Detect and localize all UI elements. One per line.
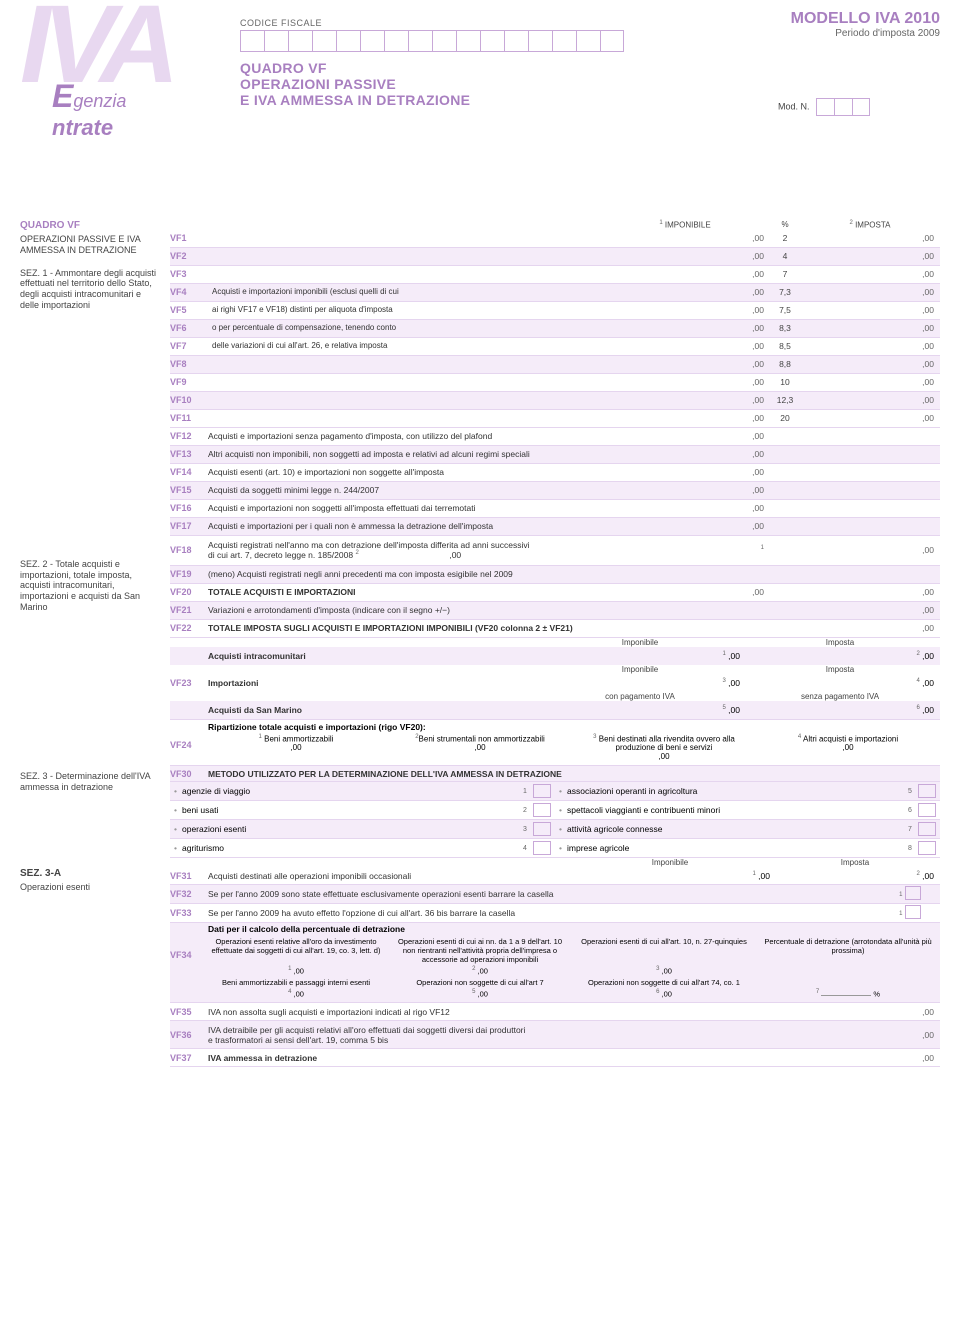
row-vf13: VF13 Altri acquisti non imponibili, non … — [170, 446, 940, 464]
row-vf14: VF14 Acquisti esenti (art. 10) e importa… — [170, 464, 940, 482]
tax-form-page: MODELLO IVA 2010 Periodo d'imposta 2009 … — [0, 0, 960, 1077]
row-vf1: VF1 ,00 2 ,00 — [170, 230, 940, 248]
cf-grid[interactable] — [240, 30, 624, 52]
hdr-imponibile: IMPONIBILE — [665, 221, 711, 230]
vf30-checkbox[interactable] — [533, 841, 551, 855]
vf-rows: VF1 ,00 2 ,00 VF2 ,00 4 ,00 VF3 ,00 7 ,0… — [170, 230, 940, 428]
quadro-title: QUADRO VF — [240, 60, 470, 76]
vf30-checkbox[interactable] — [533, 784, 551, 798]
vf30-item: •operazioni esenti3 — [170, 820, 555, 839]
row-vf9: VF9 ,00 10 ,00 — [170, 374, 940, 392]
vf30-item: •agenzie di viaggio1 — [170, 782, 555, 801]
vf30-grid: •agenzie di viaggio1•associazioni operan… — [170, 782, 940, 858]
vf30-checkbox[interactable] — [918, 841, 936, 855]
vf30-item: •attività agricole connesse7 — [555, 820, 940, 839]
row-vf35: VF35 IVA non assolta sugli acquisti e im… — [170, 1003, 940, 1021]
row-vf15: VF15 Acquisti da soggetti minimi legge n… — [170, 482, 940, 500]
modello-title: MODELLO IVA 2010 — [791, 10, 940, 28]
row-vf37: VF37 IVA ammessa in detrazione ,00 — [170, 1049, 940, 1067]
row-vf12: VF12 Acquisti e importazioni senza pagam… — [170, 428, 940, 446]
quadro-title-block: QUADRO VF OPERAZIONI PASSIVE E IVA AMMES… — [240, 60, 470, 108]
hdr-pct: % — [770, 220, 800, 230]
row-vf20: VF20 TOTALE ACQUISTI E IMPORTAZIONI ,00 … — [170, 584, 940, 602]
row-vf5: VF5 ai righi VF17 e VF18) distinti per a… — [170, 302, 940, 320]
row-vf30: VF30 METODO UTILIZZATO PER LA DETERMINAZ… — [170, 766, 940, 782]
col-header-row: 1 IMPONIBILE % 2 IMPOSTA — [170, 220, 940, 230]
row-vf32: VF32 Se per l'anno 2009 sono state effet… — [170, 885, 940, 904]
vf30-item: •associazioni operanti in agricoltura5 — [555, 782, 940, 801]
sb-s1b: SEZ. 1 - Ammontare degli acquisti effett… — [20, 268, 162, 311]
sb-s2: SEZ. 2 - Totale acquisti e importazioni,… — [20, 559, 162, 613]
mod-n-block: Mod. N. — [778, 98, 870, 116]
row-vf2: VF2 ,00 4 ,00 — [170, 248, 940, 266]
vf33-checkbox[interactable] — [905, 905, 921, 919]
content: QUADRO VF OPERAZIONI PASSIVE E IVA AMMES… — [20, 220, 940, 1067]
modn-grid[interactable] — [816, 98, 870, 116]
row-vf10: VF10 ,00 12,3 ,00 — [170, 392, 940, 410]
vf30-item: •spettacoli viaggianti e contribuenti mi… — [555, 801, 940, 820]
vf32-checkbox[interactable] — [905, 886, 921, 900]
quadro-sub2: E IVA AMMESSA IN DETRAZIONE — [240, 92, 470, 108]
vf30-checkbox[interactable] — [533, 803, 551, 817]
row-vf6: VF6 o per percentuale di compensazione, … — [170, 320, 940, 338]
main: 1 IMPONIBILE % 2 IMPOSTA VF1 ,00 2 ,00 V… — [170, 220, 940, 1067]
vf30-item: •beni usati2 — [170, 801, 555, 820]
agenzia-logo: Egenzia ntrate — [52, 78, 126, 141]
row-vf33: VF33 Se per l'anno 2009 ha avuto effetto… — [170, 904, 940, 923]
row-vf24: Ripartizione totale acquisti e importazi… — [170, 720, 940, 767]
vf30-item: •imprese agricole8 — [555, 839, 940, 858]
sb-s3a-sub: Operazioni esenti — [20, 882, 162, 893]
row-vf19: VF19 (meno) Acquisti registrati negli an… — [170, 566, 940, 584]
modello-subtitle: Periodo d'imposta 2009 — [791, 28, 940, 39]
vf30-checkbox[interactable] — [533, 822, 551, 836]
quadro-sub1: OPERAZIONI PASSIVE — [240, 76, 470, 92]
cf-label: CODICE FISCALE — [240, 18, 624, 28]
row-vf23: Imponibile Imposta Acquisti intracomunit… — [170, 638, 940, 720]
row-vf4: VF4 Acquisti e importazioni imponibili (… — [170, 284, 940, 302]
sb-s3: SEZ. 3 - Determinazione dell'IVA ammessa… — [20, 771, 162, 793]
hdr-imposta: IMPOSTA — [855, 221, 890, 230]
vf30-checkbox[interactable] — [918, 822, 936, 836]
codice-fiscale-block: CODICE FISCALE — [240, 18, 624, 52]
row-vf18: VF18 Acquisti registrati nell'anno ma co… — [170, 536, 940, 566]
vf30-checkbox[interactable] — [918, 803, 936, 817]
row-vf22: VF22 TOTALE IMPOSTA SUGLI ACQUISTI E IMP… — [170, 620, 940, 638]
row-vf11: VF11 ,00 20 ,00 — [170, 410, 940, 428]
sb-s1-title: QUADRO VF — [20, 220, 162, 232]
row-vf34: Dati per il calcolo della percentuale di… — [170, 923, 940, 1003]
row-vf7: VF7 delle variazioni di cui all'art. 26,… — [170, 338, 940, 356]
sidebar: QUADRO VF OPERAZIONI PASSIVE E IVA AMMES… — [20, 220, 170, 1067]
row-vf17: VF17 Acquisti e importazioni per i quali… — [170, 518, 940, 536]
form-title-block: MODELLO IVA 2010 Periodo d'imposta 2009 — [791, 10, 940, 39]
row-vf36: VF36 IVA detraibile per gli acquisti rel… — [170, 1021, 940, 1049]
row-vf8: VF8 ,00 8,8 ,00 — [170, 356, 940, 374]
sb-s1-sub: OPERAZIONI PASSIVE E IVA AMMESSA IN DETR… — [20, 234, 162, 256]
row-vf31: VF31 Acquisti destinati alle operazioni … — [170, 867, 940, 885]
row-vf21: VF21 Variazioni e arrotondamenti d'impos… — [170, 602, 940, 620]
vf30-checkbox[interactable] — [918, 784, 936, 798]
modn-label: Mod. N. — [778, 101, 810, 111]
logo-block: IVA Egenzia ntrate — [20, 10, 200, 110]
row-vf3: VF3 ,00 7 ,00 — [170, 266, 940, 284]
sb-s3a-title: SEZ. 3-A — [20, 868, 162, 880]
row-vf16: VF16 Acquisti e importazioni non soggett… — [170, 500, 940, 518]
vf30-item: •agriturismo4 — [170, 839, 555, 858]
